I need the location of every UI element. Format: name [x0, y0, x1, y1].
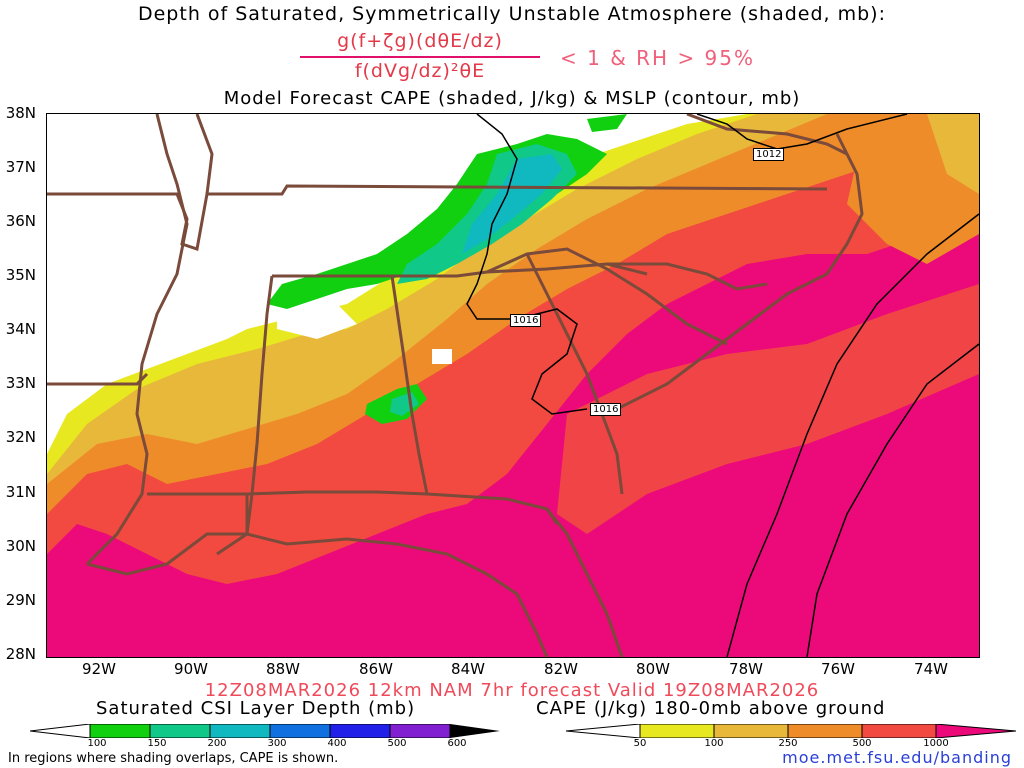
fl-east-coast: [545, 508, 624, 657]
footnote: In regions where shading overlaps, CAPE …: [8, 751, 339, 766]
colorbar-swatch: [149, 724, 211, 738]
colorbar-swatch: [639, 724, 715, 738]
csi-colorbar-label: 100: [87, 738, 107, 749]
ga-coast: [525, 253, 624, 495]
formula: g(f+ζg)(dθE/dz) f(dVg/dz)²θE: [300, 30, 540, 82]
no-data-area: [47, 114, 567, 424]
chart-subtitle: Model Forecast CAPE (shaded, J/kg) & MSL…: [223, 88, 801, 109]
lon-label: 86W: [359, 660, 393, 678]
map-canvas: [47, 114, 979, 657]
isobar-1020: [806, 343, 979, 657]
no-data-area: [432, 349, 452, 364]
cape-colorbar-label: 50: [633, 738, 647, 749]
no-data-area: [277, 304, 357, 339]
lon-label: 84W: [451, 660, 485, 678]
colorbar-arrow-right: [935, 724, 1016, 738]
cape-100-area: [927, 114, 979, 194]
cape-1000-area: [47, 224, 979, 657]
lat-label: 35N: [5, 266, 36, 284]
state-borders: [47, 114, 864, 657]
chart-title: Depth of Saturated, Symmetrically Unstab…: [137, 3, 886, 25]
atlantic-coast: [606, 133, 864, 416]
valid-time: 12Z08MAR2026 12km NAM 7hr forecast Valid…: [204, 680, 820, 701]
forecast-map: 1012 1016 1016: [46, 113, 980, 658]
csi-colorbar: [30, 724, 500, 738]
isobar-label: 1016: [510, 314, 542, 327]
csi-colorbar-label: 500: [387, 738, 407, 749]
colorbar-arrow-left: [30, 724, 91, 738]
lat-label: 33N: [5, 374, 36, 392]
lon-label: 74W: [914, 660, 948, 678]
isobar-1016: [466, 114, 588, 415]
csi-colorbar-label: 200: [207, 738, 227, 749]
csi-150-area: [390, 392, 419, 416]
csi-100-area: [587, 114, 627, 132]
lon-label: 80W: [636, 660, 670, 678]
formula-condition: < 1 & RH > 95%: [560, 46, 756, 70]
lat-label: 28N: [5, 645, 36, 663]
lon-label: 88W: [266, 660, 300, 678]
source-url[interactable]: moe.met.fsu.edu/banding: [782, 748, 1012, 767]
csi-colorbar-label: 400: [327, 738, 347, 749]
al-ga-border: [390, 275, 429, 495]
csi-200-area: [462, 154, 562, 254]
formula-denominator: f(dVg/dz)²θE: [354, 60, 486, 82]
colorbar-swatch: [209, 724, 271, 738]
cape-500-area: [557, 284, 979, 534]
lat-label: 38N: [5, 104, 36, 122]
lat-label: 29N: [5, 591, 36, 609]
lat-label: 31N: [5, 483, 36, 501]
colorbar-swatch: [329, 724, 391, 738]
va-border: [686, 114, 848, 156]
lat-label: 32N: [5, 428, 36, 446]
lat-label: 37N: [5, 158, 36, 176]
lon-label: 82W: [544, 660, 578, 678]
colorbar-arrow-right: [450, 724, 500, 738]
colorbar-swatch: [389, 724, 451, 738]
isobar-1016-east: [726, 213, 979, 657]
colorbar-swatch: [713, 724, 789, 738]
colorbar-swatch: [269, 724, 331, 738]
isobar-label: 1012: [753, 148, 785, 161]
isobar-label: 1016: [590, 403, 622, 416]
la-ar-border: [47, 372, 149, 386]
nc-sc-border: [607, 262, 768, 291]
cape-colorbar-label: 250: [778, 738, 798, 749]
lon-label: 92W: [82, 660, 116, 678]
cape-colorbar: [566, 724, 1016, 738]
lon-label: 78W: [729, 660, 763, 678]
lat-label: 36N: [5, 212, 36, 230]
csi-colorbar-label: 300: [267, 738, 287, 749]
tn-south-border: [272, 262, 648, 278]
lon-label: 90W: [174, 660, 208, 678]
csi-colorbar-title: Saturated CSI Layer Depth (mb): [96, 698, 416, 719]
lat-label: 30N: [5, 537, 36, 555]
gulf-coast: [86, 532, 549, 657]
colorbar-swatch: [89, 724, 151, 738]
formula-numerator: g(f+ζg)(dθE/dz): [337, 30, 503, 52]
colorbar-swatch: [787, 724, 863, 738]
lon-label: 76W: [821, 660, 855, 678]
cape-1000-area: [47, 584, 107, 657]
fraction-bar: [300, 56, 540, 58]
mississippi-river: [85, 114, 189, 566]
csi-colorbar-label: 150: [147, 738, 167, 749]
cape-colorbar-label: 500: [852, 738, 872, 749]
cape-colorbar-title: CAPE (J/kg) 180-0mb above ground: [536, 698, 886, 719]
lat-label: 34N: [5, 320, 36, 338]
csi-colorbar-label: 600: [447, 738, 467, 749]
colorbar-arrow-left: [566, 724, 641, 738]
cape-colorbar-label: 1000: [923, 738, 949, 749]
ky-west-border: [195, 114, 214, 195]
cape-colorbar-label: 100: [704, 738, 724, 749]
colorbar-swatch: [861, 724, 937, 738]
